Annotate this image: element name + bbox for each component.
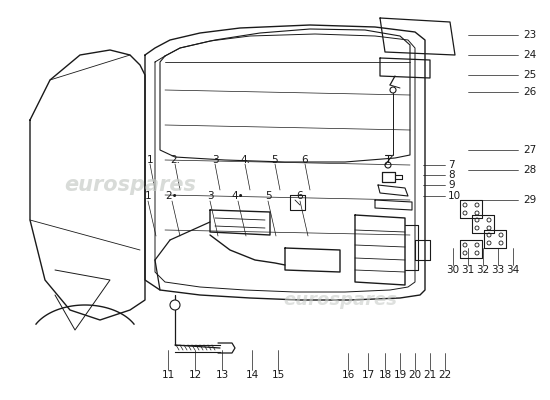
Text: 1: 1 xyxy=(145,191,151,201)
Circle shape xyxy=(390,87,396,93)
Text: 34: 34 xyxy=(507,265,520,275)
Text: 7: 7 xyxy=(448,160,455,170)
Text: 5: 5 xyxy=(272,155,278,165)
Circle shape xyxy=(487,241,491,245)
Text: 4•: 4• xyxy=(232,191,244,201)
Text: 22: 22 xyxy=(438,370,452,380)
Text: 18: 18 xyxy=(378,370,392,380)
Text: 16: 16 xyxy=(342,370,355,380)
Circle shape xyxy=(487,233,491,237)
Text: eurospares: eurospares xyxy=(283,291,397,309)
Circle shape xyxy=(463,203,467,207)
Text: 6: 6 xyxy=(302,155,309,165)
Circle shape xyxy=(475,243,479,247)
Text: eurospares: eurospares xyxy=(64,175,196,195)
Circle shape xyxy=(463,251,467,255)
Circle shape xyxy=(487,226,491,230)
Text: 2.: 2. xyxy=(170,155,180,165)
Text: 13: 13 xyxy=(216,370,229,380)
Circle shape xyxy=(475,226,479,230)
Circle shape xyxy=(170,300,180,310)
Text: 30: 30 xyxy=(447,265,460,275)
Circle shape xyxy=(499,241,503,245)
Text: 29: 29 xyxy=(523,195,536,205)
Circle shape xyxy=(463,243,467,247)
Text: 27: 27 xyxy=(523,145,536,155)
Circle shape xyxy=(475,218,479,222)
Text: 15: 15 xyxy=(271,370,285,380)
Text: 24: 24 xyxy=(523,50,536,60)
Text: 3: 3 xyxy=(207,191,213,201)
Text: 11: 11 xyxy=(161,370,175,380)
Text: 33: 33 xyxy=(491,265,505,275)
Text: 19: 19 xyxy=(393,370,406,380)
Circle shape xyxy=(463,211,467,215)
Text: 17: 17 xyxy=(361,370,375,380)
Text: 25: 25 xyxy=(523,70,536,80)
Text: 4.: 4. xyxy=(240,155,250,165)
Text: 20: 20 xyxy=(409,370,421,380)
Circle shape xyxy=(475,251,479,255)
Text: 1: 1 xyxy=(147,155,153,165)
Circle shape xyxy=(475,211,479,215)
Text: 3: 3 xyxy=(212,155,218,165)
Text: 9: 9 xyxy=(448,180,455,190)
Text: 31: 31 xyxy=(461,265,475,275)
Text: 8: 8 xyxy=(448,170,455,180)
Text: 14: 14 xyxy=(245,370,258,380)
Text: 23: 23 xyxy=(523,30,536,40)
Circle shape xyxy=(499,233,503,237)
Text: 26: 26 xyxy=(523,87,536,97)
Text: 2•: 2• xyxy=(166,191,178,201)
Text: 10: 10 xyxy=(448,191,461,201)
Text: 28: 28 xyxy=(523,165,536,175)
Circle shape xyxy=(385,162,391,168)
Circle shape xyxy=(475,203,479,207)
Text: 5: 5 xyxy=(265,191,271,201)
Text: 12: 12 xyxy=(188,370,202,380)
Circle shape xyxy=(487,218,491,222)
Text: 32: 32 xyxy=(476,265,490,275)
Text: 21: 21 xyxy=(424,370,437,380)
Text: 6: 6 xyxy=(296,191,303,201)
